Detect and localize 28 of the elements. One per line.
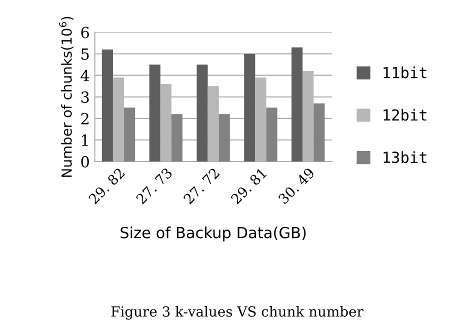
bar bbox=[171, 114, 182, 162]
y-tick-label: 0 bbox=[81, 156, 89, 168]
x-tick-label: 29. 82 bbox=[88, 168, 126, 205]
bar bbox=[149, 64, 160, 162]
bar bbox=[196, 64, 208, 162]
caption: Figure 3 k-values VS chunk number bbox=[111, 306, 364, 320]
x-axis-title: Size of Backup Data(GB) bbox=[120, 226, 306, 242]
bar bbox=[102, 50, 113, 162]
y-tick-label: 3 bbox=[81, 91, 89, 103]
y-tick-label: 4 bbox=[80, 70, 90, 82]
y-tick-label: 5 bbox=[82, 48, 89, 60]
x-tick-label: 27. 73 bbox=[136, 167, 173, 205]
x-tick-label: 30. 49 bbox=[278, 167, 316, 204]
y-axis-title: Number of chunks(10$^{6}$) bbox=[59, 16, 74, 177]
bar bbox=[218, 114, 230, 162]
y-tick-label: 2 bbox=[81, 112, 88, 124]
y-tick-label: 1 bbox=[82, 134, 88, 146]
bar bbox=[124, 108, 136, 162]
bar bbox=[244, 54, 256, 162]
x-tick-label: 27. 72 bbox=[182, 168, 220, 205]
legend-label: 13bit bbox=[384, 151, 426, 164]
x-tick-label: 29. 81 bbox=[230, 168, 267, 205]
y-tick-label: 6 bbox=[81, 26, 89, 38]
legend-label: 12bit bbox=[384, 108, 426, 121]
bar bbox=[266, 108, 278, 162]
bar bbox=[292, 47, 303, 162]
legend-label: 11bit bbox=[384, 66, 426, 78]
bar bbox=[314, 103, 325, 162]
